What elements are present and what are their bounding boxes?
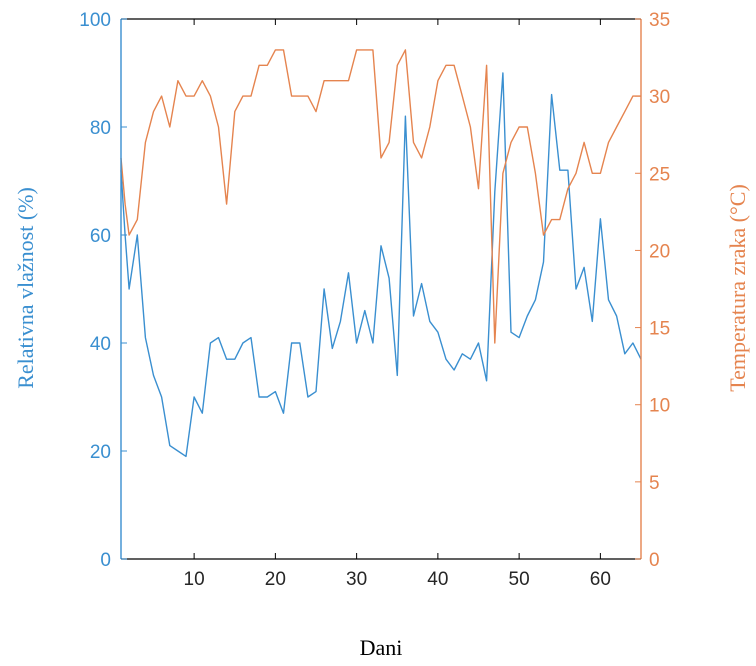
x-tick-label: 30 — [346, 569, 367, 590]
left-y-tick-label: 60 — [90, 226, 111, 247]
x-axis-title: Dani — [360, 635, 403, 660]
series-layer — [120, 49, 642, 458]
x-tick-label: 10 — [184, 569, 205, 590]
left-y-tick-label: 80 — [90, 118, 111, 139]
right-y-axis-title: Temperatura zraka (°C) — [725, 184, 750, 392]
left-y-tick-label: 100 — [79, 10, 111, 31]
left-y-tick-label: 20 — [90, 442, 111, 463]
temperature-series-line — [120, 49, 641, 344]
x-tick-label: 60 — [590, 569, 611, 590]
x-tick-label: 50 — [509, 569, 530, 590]
left-y-tick-label: 0 — [100, 550, 111, 571]
right-y-tick-label: 10 — [649, 396, 670, 417]
left-y-tick-label: 40 — [90, 334, 111, 355]
right-y-tick-label: 15 — [649, 319, 670, 340]
humidity-series-line — [120, 72, 642, 458]
right-y-tick-label: 25 — [649, 164, 670, 185]
right-y-tick-label: 5 — [649, 473, 660, 494]
right-y-tick-label: 35 — [649, 10, 670, 31]
ticks-layer: 10 20 30 40 50 60 0 20 40 60 80 100 0 5 10 15 20 25 30 35 — [79, 10, 670, 590]
left-y-axis-title: Relativna vlažnost (%) — [13, 187, 38, 389]
right-y-tick-label: 20 — [649, 241, 670, 262]
right-y-tick-label: 0 — [649, 550, 660, 571]
x-tick-label: 40 — [427, 569, 448, 590]
axes-layer — [120, 18, 642, 560]
x-tick-label: 20 — [265, 569, 286, 590]
right-y-tick-label: 30 — [649, 87, 670, 108]
